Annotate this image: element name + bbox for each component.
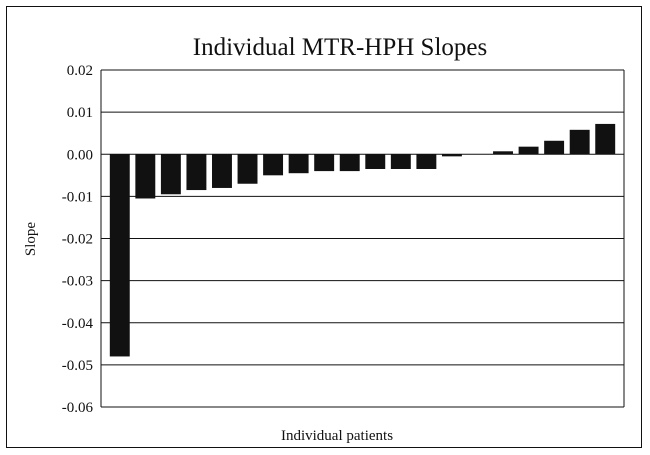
bars — [109, 123, 616, 357]
bar — [212, 154, 232, 188]
y-tick-label: -0.03 — [62, 274, 93, 290]
bar — [186, 154, 207, 191]
bar — [314, 154, 335, 172]
bar — [339, 154, 360, 172]
bar — [518, 146, 539, 155]
bar — [544, 140, 565, 155]
bar — [390, 154, 411, 169]
bar — [237, 154, 258, 184]
bar — [288, 154, 309, 174]
y-tick-label: -0.04 — [62, 316, 94, 332]
bar — [441, 154, 462, 157]
bar — [416, 154, 437, 169]
y-axis-ticks: 0.02 0.01 0.00 -0.01 -0.02 -0.03 -0.04 -0.05 -0.… — [62, 63, 94, 416]
bar — [569, 129, 590, 155]
y-tick-label: -0.05 — [62, 358, 93, 374]
gridlines — [101, 69, 624, 408]
chart-frame: Individual MTR-HPH Slopes 0.02 0.01 0.00 -0… — [6, 6, 642, 448]
y-axis-label: Slope — [23, 222, 39, 257]
bar — [365, 154, 386, 169]
bar — [109, 154, 130, 357]
y-tick-label: 0.02 — [67, 63, 93, 79]
bar-chart: Individual MTR-HPH Slopes 0.02 0.01 0.00 -0… — [23, 34, 625, 444]
bar — [160, 154, 181, 195]
y-tick-label: -0.01 — [62, 189, 93, 205]
chart-title: Individual MTR-HPH Slopes — [193, 34, 487, 61]
y-tick-label: -0.06 — [62, 400, 94, 416]
bar — [493, 151, 513, 155]
y-tick-label: 0.01 — [67, 105, 93, 121]
bar — [263, 154, 284, 176]
y-tick-label: 0.00 — [67, 147, 93, 163]
x-axis-label: Individual patients — [281, 428, 393, 444]
y-tick-label: -0.02 — [62, 232, 93, 248]
bar — [595, 123, 616, 155]
bar — [135, 154, 156, 199]
